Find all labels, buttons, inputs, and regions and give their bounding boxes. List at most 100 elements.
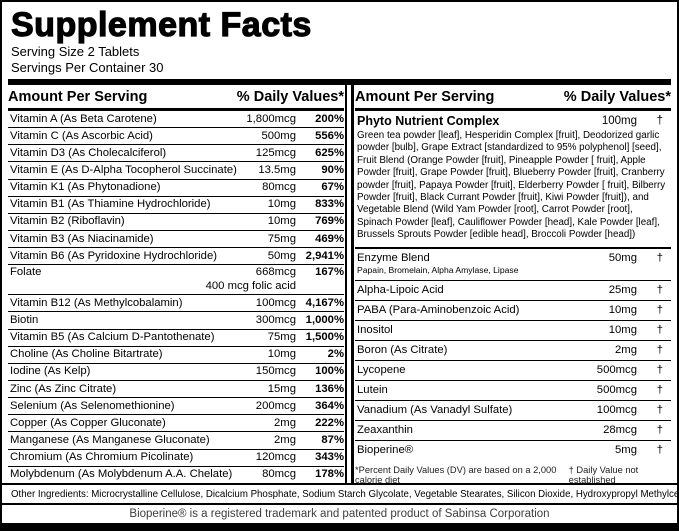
nutrient-amount: 300mcg bbox=[255, 314, 296, 327]
nutrient-daily-value: 222% bbox=[315, 416, 344, 429]
nutrient-name: Vitamin B5 (As Calcium D-Pantothenate) bbox=[10, 331, 215, 344]
left-column: Amount Per Serving % Daily Values* Vitam… bbox=[8, 85, 344, 483]
nutrient-row: Vitamin B6 (As Pyridoxine Hydrochloride)… bbox=[8, 247, 344, 264]
nutrient-amount: 10mg bbox=[267, 348, 296, 361]
footnotes: *Percent Daily Values (DV) are based on … bbox=[355, 461, 671, 485]
percent-dv-footnote: *Percent Daily Values (DV) are based on … bbox=[355, 465, 557, 486]
serving-size-text: Serving Size 2 Tablets bbox=[11, 44, 140, 59]
nutrient-row: Alpha-Lipoic Acid 25mg † bbox=[355, 280, 671, 300]
nutrient-row: Vanadium (As Vanadyl Sulfate) 100mcg † bbox=[355, 400, 671, 420]
nutrient-daily-value: 178% bbox=[315, 468, 344, 481]
nutrient-row: Vitamin K1 (As Phytonadione) 80mcg 67% bbox=[8, 178, 344, 196]
nutrient-daily-value: 67% bbox=[321, 181, 344, 194]
nutrient-row: Copper (As Copper Gluconate) 2mg 222% bbox=[8, 414, 344, 431]
nutrient-daily-value: 100% bbox=[315, 365, 344, 378]
nutrient-daily-value: 833% bbox=[315, 198, 344, 211]
nutrient-daily-value: 1,000% bbox=[305, 314, 344, 327]
nutrient-daily-value: 90% bbox=[321, 163, 344, 176]
nutrient-daily-value: † bbox=[656, 424, 663, 437]
right-column-header: Amount Per Serving % Daily Values* bbox=[355, 85, 671, 111]
nutrient-name: Enzyme Blend bbox=[357, 251, 430, 264]
nutrient-daily-value: † bbox=[656, 304, 663, 317]
nutrient-row: Lutein 500mcg † bbox=[355, 380, 671, 400]
nutrient-name: Vitamin B1 (As Thiamine Hydrochloride) bbox=[10, 198, 211, 211]
nutrient-daily-value: 625% bbox=[315, 146, 344, 159]
nutrient-sub-text: Papain, Bromelain, Alpha Amylase, Lipase bbox=[357, 264, 519, 275]
nutrient-name: Zeaxanthin bbox=[357, 424, 413, 437]
amount-per-serving-header: Amount Per Serving bbox=[355, 89, 495, 105]
nutrient-daily-value: 2% bbox=[327, 348, 344, 361]
right-column: Amount Per Serving % Daily Values* Phyto… bbox=[355, 85, 671, 485]
nutrient-row: Vitamin B3 (As Niacinamide) 75mg 469% bbox=[8, 229, 344, 247]
nutrient-row: Bioperine® 5mg † bbox=[355, 440, 671, 460]
nutrient-row: Manganese (As Manganese Gluconate) 2mg 87% bbox=[8, 431, 344, 448]
nutrient-name: PABA (Para-Aminobenzoic Acid) bbox=[357, 304, 520, 317]
nutrient-amount: 75mg bbox=[267, 232, 296, 245]
nutrient-daily-value: 769% bbox=[315, 215, 344, 228]
nutrient-daily-value: 87% bbox=[321, 434, 344, 447]
nutrient-name: Vitamin B12 (As Methylcobalamin) bbox=[10, 296, 183, 309]
nutrient-name: Iodine (As Kelp) bbox=[10, 365, 91, 378]
nutrient-amount: 100mg bbox=[601, 115, 637, 127]
nutrient-name: Vitamin K1 (As Phytonadione) bbox=[10, 181, 161, 194]
nutrient-row: Zinc (As Zinc Citrate) 15mg 136% bbox=[8, 380, 344, 397]
nutrient-row: Selenium (As Selenomethionine) 200mcg 364% bbox=[8, 397, 344, 414]
dv-not-established-footnote: † Daily Value not established bbox=[568, 465, 639, 486]
nutrient-daily-value: † bbox=[656, 284, 663, 297]
nutrient-row: Vitamin D3 (As Cholecalciferol) 125mcg 625… bbox=[8, 144, 344, 161]
nutrient-row: Vitamin B2 (Riboflavin) 10mg 769% bbox=[8, 212, 344, 230]
nutrient-amount: 500mg bbox=[261, 129, 296, 142]
nutrient-daily-value: 136% bbox=[315, 382, 344, 395]
other-ingredients-text: Other Ingredients: Microcrystalline Cell… bbox=[2, 483, 677, 503]
nutrient-name: Vitamin D3 (As Cholecalciferol) bbox=[10, 146, 167, 159]
label-header: Supplement Facts Serving Size 2 Tablets … bbox=[2, 2, 677, 76]
nutrient-name: Manganese (As Manganese Gluconate) bbox=[10, 434, 210, 447]
nutrient-row: Folate 668mcg 167% 400 mcg folic acid bbox=[8, 264, 344, 294]
bottom-border-bar bbox=[2, 523, 677, 529]
nutrient-daily-value: 556% bbox=[315, 129, 344, 142]
amount-per-serving-header: Amount Per Serving bbox=[8, 89, 148, 105]
nutrient-row: PABA (Para-Aminobenzoic Acid) 10mg † bbox=[355, 300, 671, 320]
nutrient-name: Selenium (As Selenomethionine) bbox=[10, 399, 175, 412]
nutrient-name: Vitamin E (As D-Alpha Tocopherol Succina… bbox=[10, 163, 237, 176]
nutrient-daily-value: † bbox=[656, 384, 663, 397]
nutrient-name: Vitamin B6 (As Pyridoxine Hydrochloride) bbox=[10, 249, 217, 262]
section-divider-line bbox=[355, 246, 671, 249]
daily-values-header: % Daily Values* bbox=[236, 89, 344, 105]
phyto-nutrient-complex-row: Phyto Nutrient Complex 100mg † bbox=[355, 111, 671, 129]
nutrient-row: Vitamin B5 (As Calcium D-Pantothenate) 75… bbox=[8, 328, 344, 346]
nutrient-daily-value: † bbox=[656, 251, 663, 264]
nutrient-daily-value: 1,500% bbox=[305, 331, 344, 344]
nutrient-daily-value: 469% bbox=[315, 232, 344, 245]
nutrient-amount: 2mg bbox=[615, 344, 637, 357]
nutrient-amount: 100mcg bbox=[596, 404, 637, 417]
nutrient-row: Inositol 10mg † bbox=[355, 320, 671, 340]
nutrient-name: Inositol bbox=[357, 324, 393, 337]
nutrient-sub-text: 400 mcg folic acid bbox=[205, 279, 296, 292]
nutrient-amount: 80mcg bbox=[262, 468, 296, 481]
nutrient-row: Vitamin A (As Beta Carotene) 1,800mcg 200% bbox=[8, 111, 344, 127]
nutrient-row: Boron (As Citrate) 2mg † bbox=[355, 340, 671, 360]
left-nutrient-rows: Vitamin A (As Beta Carotene) 1,800mcg 200%… bbox=[8, 111, 344, 483]
nutrient-amount: 10mg bbox=[608, 324, 637, 337]
nutrient-row: Molybdenum (As Molybdenum A.A. Chelate) 8… bbox=[8, 465, 344, 483]
nutrient-name: Chromium (As Chromium Picolinate) bbox=[10, 451, 194, 464]
nutrient-row: Vitamin C (As Ascorbic Acid) 500mg 556% bbox=[8, 127, 344, 144]
nutrient-amount: 100mcg bbox=[255, 296, 296, 309]
facts-columns: Amount Per Serving % Daily Values* Vitam… bbox=[2, 85, 677, 485]
nutrient-name: Phyto Nutrient Complex bbox=[357, 114, 500, 128]
nutrient-name: Lycopene bbox=[357, 364, 406, 377]
nutrient-amount: 5mg bbox=[615, 444, 637, 457]
nutrient-amount: 500mcg bbox=[596, 364, 637, 377]
nutrient-name: Vanadium (As Vanadyl Sulfate) bbox=[357, 404, 513, 417]
nutrient-daily-value: † bbox=[656, 344, 663, 357]
nutrient-name: Bioperine® bbox=[357, 444, 414, 457]
nutrient-amount: 2mg bbox=[274, 416, 296, 429]
nutrient-name: Molybdenum (As Molybdenum A.A. Chelate) bbox=[10, 468, 233, 481]
nutrient-amount: 200mcg bbox=[255, 399, 296, 412]
nutrient-name: Alpha-Lipoic Acid bbox=[357, 284, 444, 297]
nutrient-amount: 28mcg bbox=[603, 424, 637, 437]
nutrient-name: Folate bbox=[10, 265, 42, 278]
nutrient-amount: 500mcg bbox=[596, 384, 637, 397]
